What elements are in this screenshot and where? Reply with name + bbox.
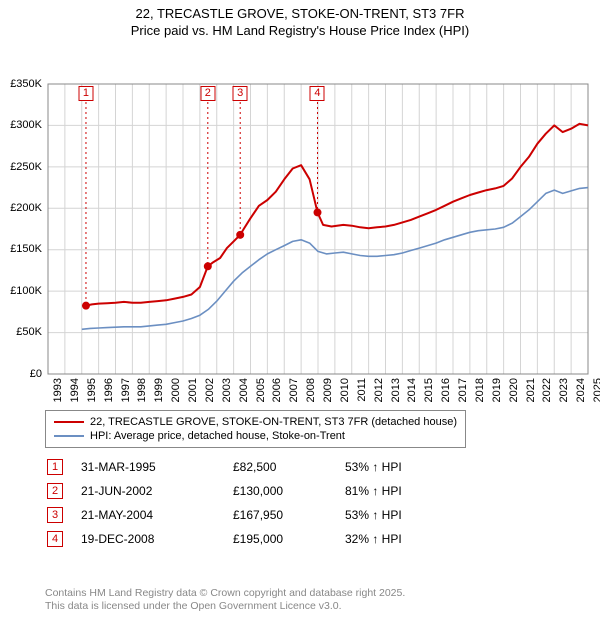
table-row: 2 21-JUN-2002£130,00081% ↑ HPI: [47, 480, 475, 502]
event-number-box: 4: [47, 531, 63, 547]
event-number-box: 1: [47, 459, 63, 475]
x-tick-label: 2002: [204, 378, 216, 402]
footer-line1: Contains HM Land Registry data © Crown c…: [45, 587, 405, 601]
footer-note: Contains HM Land Registry data © Crown c…: [45, 587, 405, 614]
x-tick-label: 1997: [120, 378, 132, 402]
event-date: 21-MAY-2004: [81, 504, 231, 526]
x-tick-label: 2015: [423, 378, 435, 402]
event-price: £82,500: [233, 456, 343, 478]
table-row: 3 21-MAY-2004£167,95053% ↑ HPI: [47, 504, 475, 526]
x-tick-label: 2014: [406, 378, 418, 402]
event-price: £195,000: [233, 528, 343, 550]
title-line2: Price paid vs. HM Land Registry's House …: [0, 23, 600, 40]
x-tick-label: 2010: [339, 378, 351, 402]
x-tick-label: 2024: [575, 378, 587, 402]
x-tick-label: 2004: [238, 378, 250, 402]
event-date: 19-DEC-2008: [81, 528, 231, 550]
title-block: 22, TRECASTLE GROVE, STOKE-ON-TRENT, ST3…: [0, 0, 600, 40]
x-tick-label: 2018: [474, 378, 486, 402]
table-row: 1 31-MAR-1995£82,50053% ↑ HPI: [47, 456, 475, 478]
y-tick-label: £350K: [10, 78, 42, 90]
legend-swatch: [54, 421, 84, 423]
x-tick-label: 2003: [221, 378, 233, 402]
event-pct-vs-hpi: 53% ↑ HPI: [345, 504, 475, 526]
event-marker-label: 3: [233, 86, 248, 101]
legend: 22, TRECASTLE GROVE, STOKE-ON-TRENT, ST3…: [45, 410, 466, 448]
x-tick-label: 2025: [592, 378, 600, 402]
legend-item: HPI: Average price, detached house, Stok…: [54, 429, 457, 443]
title-line1: 22, TRECASTLE GROVE, STOKE-ON-TRENT, ST3…: [0, 6, 600, 23]
x-tick-label: 2016: [440, 378, 452, 402]
y-tick-label: £200K: [10, 202, 42, 214]
x-tick-label: 2017: [457, 378, 469, 402]
event-number-box: 2: [47, 483, 63, 499]
event-price: £130,000: [233, 480, 343, 502]
x-tick-label: 2022: [541, 378, 553, 402]
chart-container: 22, TRECASTLE GROVE, STOKE-ON-TRENT, ST3…: [0, 0, 600, 620]
x-tick-label: 2021: [525, 378, 537, 402]
x-tick-label: 2023: [558, 378, 570, 402]
x-tick-label: 1996: [103, 378, 115, 402]
chart-area: £0 £50K £100K £150K £200K £250K £300K £350K 1993…: [0, 40, 600, 410]
legend-label: 22, TRECASTLE GROVE, STOKE-ON-TRENT, ST3…: [90, 416, 457, 428]
event-date: 21-JUN-2002: [81, 480, 231, 502]
x-tick-label: 2000: [170, 378, 182, 402]
event-pct-vs-hpi: 32% ↑ HPI: [345, 528, 475, 550]
x-tick-label: 2008: [305, 378, 317, 402]
x-tick-label: 2009: [322, 378, 334, 402]
y-tick-label: £250K: [10, 161, 42, 173]
x-tick-label: 2020: [508, 378, 520, 402]
event-marker-label: 1: [78, 86, 93, 101]
footer-line2: This data is licensed under the Open Gov…: [45, 600, 405, 614]
y-tick-label: £50K: [16, 326, 42, 338]
legend-label: HPI: Average price, detached house, Stok…: [90, 430, 345, 442]
event-price: £167,950: [233, 504, 343, 526]
event-marker-label: 2: [200, 86, 215, 101]
x-tick-label: 1993: [52, 378, 64, 402]
legend-swatch: [54, 435, 84, 437]
event-date: 31-MAR-1995: [81, 456, 231, 478]
x-tick-label: 2011: [356, 378, 368, 402]
x-tick-label: 2006: [271, 378, 283, 402]
event-marker-label: 4: [310, 86, 325, 101]
x-tick-label: 2007: [288, 378, 300, 402]
x-tick-label: 1994: [69, 378, 81, 402]
event-pct-vs-hpi: 81% ↑ HPI: [345, 480, 475, 502]
x-tick-label: 1999: [153, 378, 165, 402]
event-pct-vs-hpi: 53% ↑ HPI: [345, 456, 475, 478]
x-tick-label: 2019: [491, 378, 503, 402]
event-number-box: 3: [47, 507, 63, 523]
y-tick-label: £0: [30, 368, 42, 380]
x-tick-label: 2012: [373, 378, 385, 402]
y-tick-label: £300K: [10, 119, 42, 131]
price-events-table: 131-MAR-1995£82,50053% ↑ HPI221-JUN-2002…: [45, 454, 477, 552]
y-tick-label: £100K: [10, 285, 42, 297]
x-tick-label: 1995: [86, 378, 98, 402]
x-tick-label: 2013: [390, 378, 402, 402]
x-tick-label: 2005: [255, 378, 267, 402]
x-tick-label: 2001: [187, 378, 199, 402]
y-tick-label: £150K: [10, 243, 42, 255]
table-row: 4 19-DEC-2008£195,00032% ↑ HPI: [47, 528, 475, 550]
legend-item: 22, TRECASTLE GROVE, STOKE-ON-TRENT, ST3…: [54, 415, 457, 429]
x-tick-label: 1998: [136, 378, 148, 402]
